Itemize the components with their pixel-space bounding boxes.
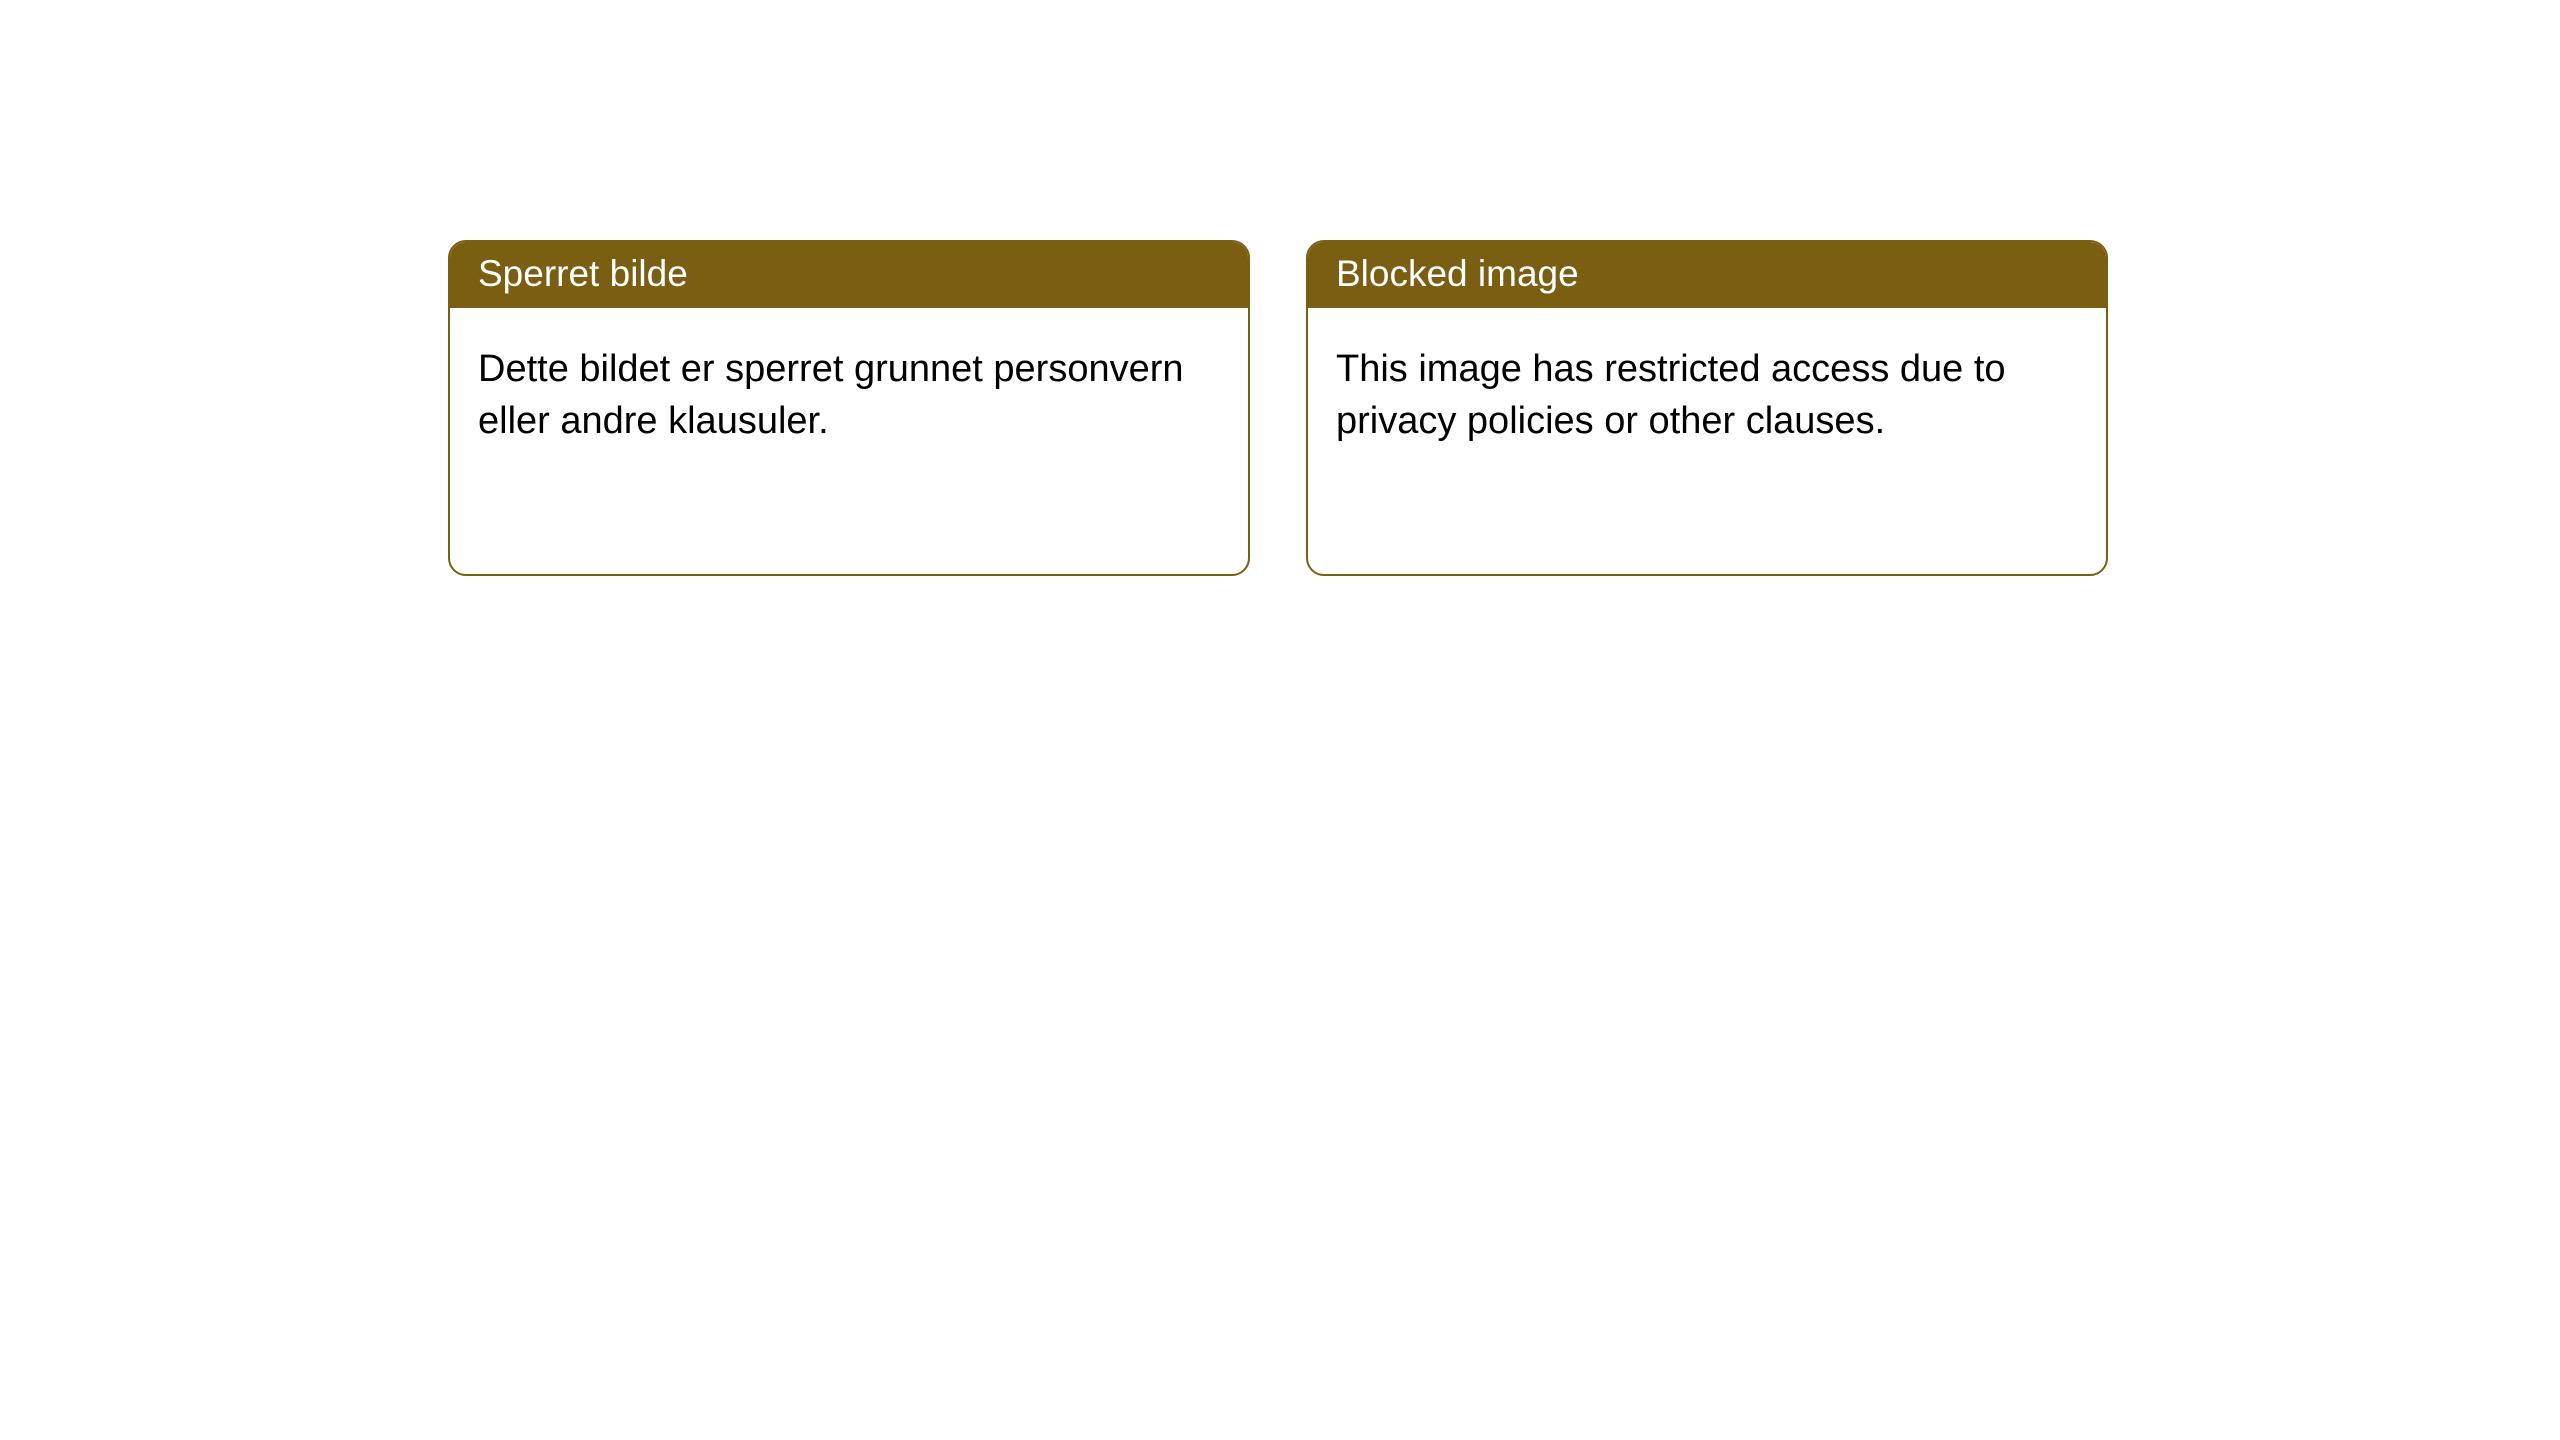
notice-header-en: Blocked image — [1308, 242, 2106, 308]
notice-card-en: Blocked image This image has restricted … — [1306, 240, 2108, 576]
notice-header-no: Sperret bilde — [450, 242, 1248, 308]
notice-body-no: Dette bildet er sperret grunnet personve… — [450, 308, 1248, 483]
notice-container: Sperret bilde Dette bildet er sperret gr… — [448, 240, 2108, 576]
notice-card-no: Sperret bilde Dette bildet er sperret gr… — [448, 240, 1250, 576]
notice-body-en: This image has restricted access due to … — [1308, 308, 2106, 483]
